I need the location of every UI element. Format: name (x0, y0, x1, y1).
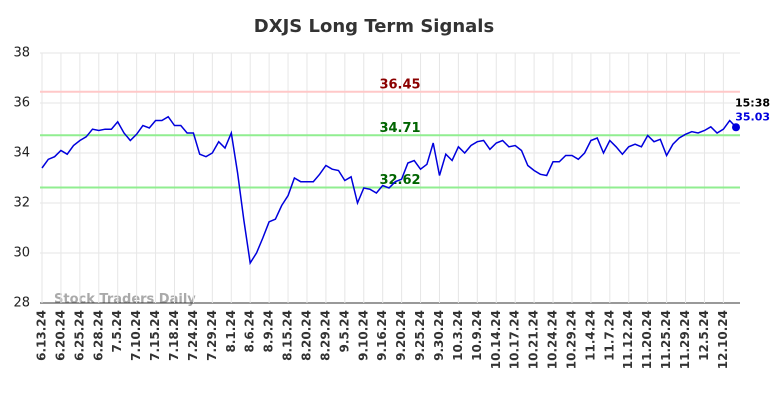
x-tick-label: 8.29.24 (318, 310, 332, 361)
x-tick-label: 11.20.24 (640, 310, 654, 369)
y-tick-label: 36 (13, 96, 30, 111)
x-tick-label: 7.24.24 (186, 310, 200, 361)
x-tick-label: 6.13.24 (35, 310, 49, 361)
y-tick-label: 38 (13, 46, 30, 61)
y-tick-label: 28 (13, 296, 30, 311)
x-tick-label: 9.20.24 (394, 310, 408, 361)
x-tick-label: 9.25.24 (413, 310, 427, 361)
signal-label: 34.71 (379, 121, 420, 136)
x-tick-label: 12.10.24 (716, 310, 730, 369)
x-tick-label: 10.24.24 (546, 310, 560, 369)
x-tick-label: 10.17.24 (508, 310, 522, 369)
x-tick-label: 10.3.24 (451, 310, 465, 361)
signal-label: 36.45 (379, 77, 420, 92)
last-time: 15:38 (735, 96, 770, 109)
y-tick-label: 34 (13, 146, 30, 161)
x-tick-label: 8.1.24 (224, 310, 238, 353)
x-tick-label: 9.10.24 (356, 310, 370, 361)
x-tick-label: 12.5.24 (697, 310, 711, 361)
x-tick-label: 7.15.24 (148, 310, 162, 361)
x-tick-label: 7.5.24 (110, 310, 124, 353)
x-tick-label: 11.4.24 (583, 310, 597, 361)
x-tick-label: 10.14.24 (489, 310, 503, 369)
x-tick-label: 11.7.24 (602, 310, 616, 361)
x-tick-label: 6.20.24 (53, 310, 67, 361)
x-tick-label: 7.29.24 (205, 310, 219, 361)
last-point (732, 123, 740, 132)
x-tick-label: 8.6.24 (243, 310, 257, 353)
x-tick-label: 11.25.24 (659, 310, 673, 369)
x-tick-label: 9.5.24 (337, 310, 351, 353)
chart-title: DXJS Long Term Signals (254, 16, 494, 37)
x-tick-label: 10.29.24 (564, 310, 578, 369)
x-tick-label: 8.9.24 (262, 310, 276, 353)
x-tick-label: 9.16.24 (375, 310, 389, 361)
x-tick-label: 11.12.24 (621, 310, 635, 369)
x-tick-label: 7.18.24 (167, 310, 181, 361)
x-tick-label: 6.25.24 (72, 310, 86, 361)
x-tick-label: 9.30.24 (432, 310, 446, 361)
x-tick-label: 10.21.24 (527, 310, 541, 369)
x-tick-label: 8.15.24 (281, 310, 295, 361)
y-tick-label: 32 (13, 196, 30, 211)
x-tick-label: 7.10.24 (129, 310, 143, 361)
price-line (41, 115, 737, 266)
x-tick-label: 10.9.24 (470, 310, 484, 361)
x-tick-label: 6.28.24 (91, 310, 105, 361)
last-value: 35.03 (735, 110, 770, 123)
y-tick-label: 30 (13, 246, 30, 261)
x-tick-label: 8.20.24 (299, 310, 313, 361)
x-tick-label: 11.29.24 (678, 310, 692, 369)
